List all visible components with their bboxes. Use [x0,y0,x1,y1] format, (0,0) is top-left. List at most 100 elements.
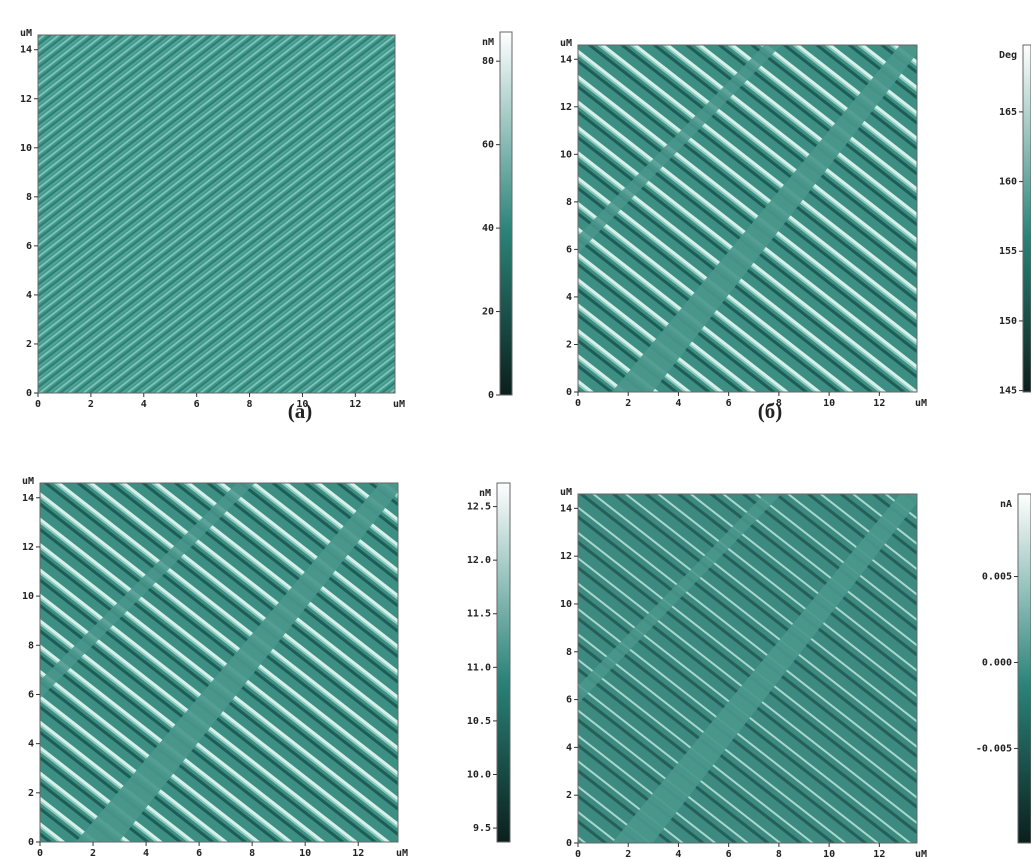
y-tick-label: 8 [26,192,32,203]
x-tick-label: 10 [823,398,835,409]
y-tick-label: 14 [20,45,32,56]
colorbar-tick-label: 165 [999,107,1017,118]
y-tick-label: 6 [566,695,572,706]
y-tick-label: 4 [28,739,34,750]
x-unit: uM [915,398,927,409]
colorbar [1022,44,1031,393]
y-tick-label: 10 [560,149,572,160]
colorbar-tick-label: 11.0 [467,662,491,673]
y-tick-label: 4 [566,742,572,753]
y-unit: uM [560,487,572,498]
x-tick-label: 6 [726,849,732,859]
afm-panel: 0 2 4 6 8 10 12 uM 0 2 4 6 8 10 12 14 uM 0 20 40 60 80 nM (а) [20,28,513,423]
y-tick-label: 0 [26,388,32,399]
x-tick-label: 8 [776,849,782,859]
colorbar-tick-label: 0.005 [982,572,1012,583]
y-tick-label: 8 [566,647,572,658]
colorbar-tick-label: 160 [999,177,1017,188]
x-tick-label: 0 [35,399,41,410]
y-tick-label: 2 [26,339,32,350]
x-tick-label: 2 [88,399,94,410]
colorbar-tick-label: 40 [482,223,494,234]
y-tick-label: 0 [28,837,34,848]
x-tick-label: 8 [247,399,253,410]
y-tick-label: 6 [566,244,572,255]
domain-band [75,483,398,842]
image-frame [577,44,918,393]
x-tick-label: 0 [37,848,43,859]
x-tick-label: 8 [249,848,255,859]
y-tick-label: 6 [26,241,32,252]
domain-band [578,494,782,704]
x-tick-label: 0 [575,849,581,859]
y-tick-label: 12 [22,542,34,553]
colorbar-tick-label: 11.5 [467,609,491,620]
colorbar-tick-label: 10.5 [467,716,491,727]
y-tick-label: 2 [566,339,572,350]
x-unit: uM [915,849,927,859]
afm-panel: 0 2 4 6 8 10 12 uM 0 2 4 6 8 10 12 14 uM 145 150 155 160 165 D… [560,38,1031,423]
x-tick-label: 8 [776,398,782,409]
image-frame [577,493,918,844]
y-tick-label: 8 [28,640,34,651]
y-tick-label: 2 [28,788,34,799]
colorbar-tick-label: 12.0 [467,555,491,566]
x-tick-label: 2 [625,398,631,409]
x-tick-label: 4 [143,848,149,859]
y-tick-label: 6 [28,689,34,700]
colorbar-unit: Deg [999,50,1017,61]
x-tick-label: 4 [675,849,681,859]
x-tick-label: 4 [141,399,147,410]
y-tick-label: 0 [566,387,572,398]
domain-band [611,45,917,392]
colorbar-unit: nA [1000,499,1012,510]
y-unit: uM [22,476,34,487]
colorbar-unit: nM [482,37,494,48]
y-tick-label: 0 [566,838,572,849]
colorbar-tick-label: 155 [999,246,1017,257]
colorbar [499,31,513,396]
y-tick-label: 14 [560,503,572,514]
colorbar [496,482,511,843]
afm-panel: 0 2 4 6 8 10 12 uM 0 2 4 6 8 10 12 14 uM 9.5 10.0 10.5 11.0 1… [22,476,511,859]
y-tick-label: 8 [566,197,572,208]
colorbar-tick-label: 20 [482,307,494,318]
afm-panel: 0 2 4 6 8 10 12 uM 0 2 4 6 8 10 12 14 uM -0.005 0.000 0.005… [560,487,1031,859]
y-tick-label: 14 [22,493,34,504]
x-unit: uM [396,848,408,859]
caption: (а) [288,399,313,423]
x-unit: uM [393,399,405,410]
x-tick-label: 0 [575,398,581,409]
y-unit: uM [20,28,32,39]
y-tick-label: 4 [566,292,572,303]
colorbar-tick-label: 12.5 [467,502,491,513]
y-tick-label: 10 [20,143,32,154]
y-tick-label: 2 [566,790,572,801]
y-tick-label: 12 [560,551,572,562]
domain-band [611,494,917,843]
domain-bands [578,494,917,843]
y-tick-label: 4 [26,290,32,301]
x-tick-label: 6 [196,848,202,859]
domain-band [40,483,255,699]
x-tick-label: 12 [349,399,361,410]
colorbar-tick-label: 60 [482,140,494,151]
x-tick-label: 10 [299,848,311,859]
colorbar-tick-label: 10.0 [467,769,491,780]
domain-bands [40,483,398,842]
image-frame [37,34,396,394]
caption: (б) [758,399,783,423]
x-tick-label: 10 [296,399,308,410]
y-tick-label: 10 [22,591,34,602]
y-tick-label: 12 [20,94,32,105]
x-tick-label: 6 [194,399,200,410]
x-tick-label: 12 [352,848,364,859]
colorbar-tick-label: 0.000 [982,657,1012,668]
x-tick-label: 12 [873,849,885,859]
colorbar-tick-label: 150 [999,316,1017,327]
x-tick-label: 6 [726,398,732,409]
x-tick-label: 10 [823,849,835,859]
y-tick-label: 14 [560,54,572,65]
image-frame [39,482,399,843]
